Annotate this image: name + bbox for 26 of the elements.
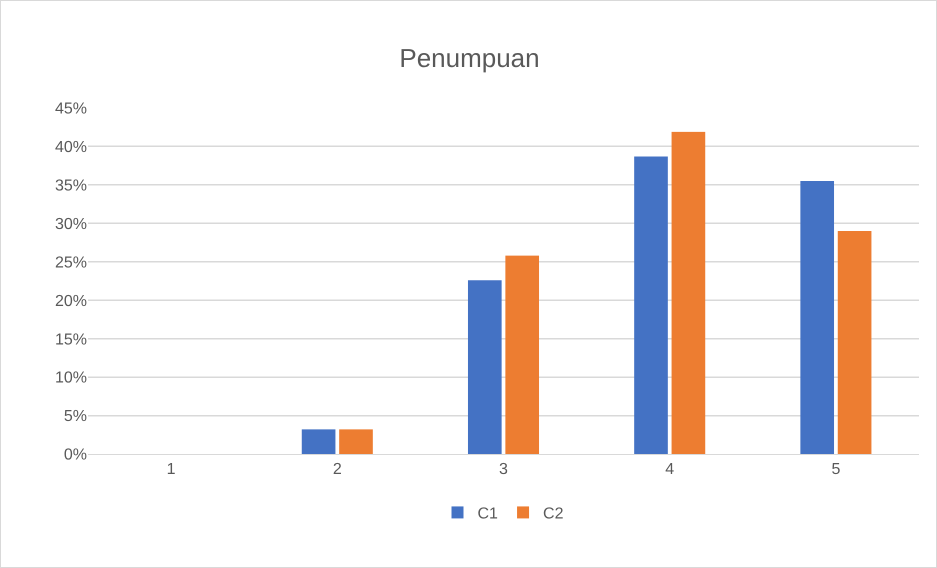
bar bbox=[800, 181, 834, 454]
y-tick-label: 40% bbox=[54, 139, 87, 156]
x-tick-label: 1 bbox=[166, 461, 176, 478]
x-tick-label: 2 bbox=[332, 461, 342, 478]
y-tick-label: 30% bbox=[54, 216, 87, 233]
legend-label: C2 bbox=[543, 506, 564, 523]
bar bbox=[505, 256, 540, 454]
y-tick-label: 15% bbox=[54, 331, 87, 348]
x-tick-label: 5 bbox=[831, 461, 840, 478]
y-tick-label: 20% bbox=[54, 292, 87, 310]
y-tick-label: 45% bbox=[54, 100, 87, 118]
bar bbox=[838, 231, 872, 454]
y-tick-label: 25% bbox=[54, 254, 87, 272]
bar bbox=[634, 156, 668, 454]
y-tick-label: 10% bbox=[54, 370, 87, 387]
y-tick-label: 35% bbox=[54, 177, 87, 194]
x-tick-label: 4 bbox=[665, 461, 674, 478]
bar bbox=[302, 429, 336, 454]
x-tick-label: 3 bbox=[499, 461, 508, 478]
bar bbox=[672, 132, 706, 454]
y-tick-label: 0% bbox=[64, 446, 87, 464]
bar bbox=[468, 280, 502, 454]
chart-title: Penumpuan bbox=[399, 42, 540, 73]
bar bbox=[339, 429, 373, 454]
y-tick-label: 5% bbox=[64, 408, 87, 426]
legend-label: C1 bbox=[478, 506, 498, 523]
